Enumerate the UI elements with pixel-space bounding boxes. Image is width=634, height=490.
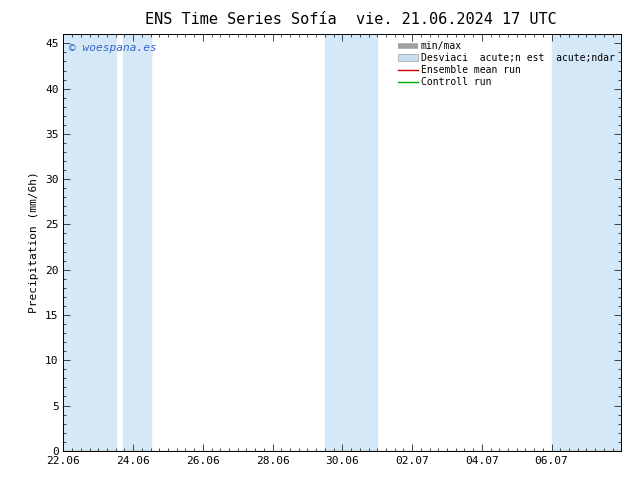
Text: vie. 21.06.2024 17 UTC: vie. 21.06.2024 17 UTC [356, 12, 557, 27]
Bar [123, 34, 150, 451]
Text: ENS Time Series Sofía: ENS Time Series Sofía [145, 12, 337, 27]
Bar [325, 34, 377, 451]
Bar [63, 34, 115, 451]
Legend: min/max, Desviaci  acute;n est  acute;ndar, Ensemble mean run, Controll run: min/max, Desviaci acute;n est acute;ndar… [396, 39, 616, 89]
Y-axis label: Precipitation (mm/6h): Precipitation (mm/6h) [30, 172, 39, 314]
Bar [552, 34, 621, 451]
Text: © woespana.es: © woespana.es [69, 43, 157, 52]
